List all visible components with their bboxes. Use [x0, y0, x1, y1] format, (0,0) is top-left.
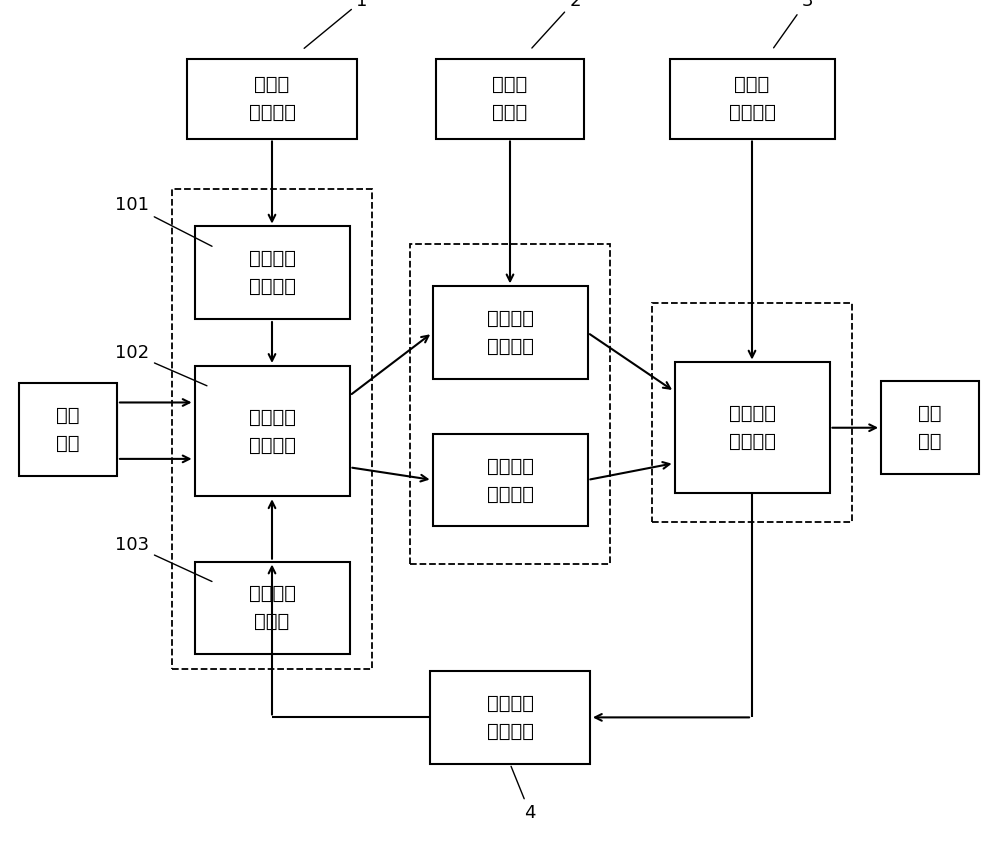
Bar — [436, 59, 584, 138]
Text: 检测
输出: 检测 输出 — [918, 404, 942, 451]
Text: 103: 103 — [115, 536, 212, 582]
Bar — [410, 244, 610, 564]
Text: 比例运算
放大电路: 比例运算 放大电路 — [486, 309, 534, 356]
Text: 3: 3 — [774, 0, 813, 48]
Text: 工作点设
置电路: 工作点设 置电路 — [248, 584, 296, 632]
Text: 增益控制
反馈电路: 增益控制 反馈电路 — [486, 694, 534, 741]
Bar — [432, 434, 588, 526]
Text: 2: 2 — [532, 0, 581, 48]
Bar — [652, 303, 852, 522]
Text: 比例运算
放大电路: 比例运算 放大电路 — [486, 456, 534, 504]
Bar — [430, 671, 590, 764]
Text: 微弱
电流: 微弱 电流 — [56, 406, 80, 453]
Text: 输入级
放大电路: 输入级 放大电路 — [248, 75, 296, 122]
Bar — [194, 226, 350, 319]
Text: 102: 102 — [115, 344, 207, 386]
Bar — [674, 362, 830, 493]
Bar — [194, 365, 350, 497]
Bar — [881, 381, 979, 474]
Text: 101: 101 — [115, 196, 212, 247]
Bar — [187, 59, 357, 138]
Bar — [670, 59, 834, 138]
Bar — [172, 189, 372, 669]
Bar — [194, 562, 350, 654]
Text: 对管差分
放大电路: 对管差分 放大电路 — [248, 408, 296, 455]
Bar — [432, 286, 588, 379]
Text: 差分运算
放大电路: 差分运算 放大电路 — [728, 404, 776, 451]
Text: 4: 4 — [511, 766, 536, 822]
Text: 漏极电流
调整电路: 漏极电流 调整电路 — [248, 249, 296, 296]
Text: 输出级
放大电路: 输出级 放大电路 — [728, 75, 776, 122]
Text: 1: 1 — [304, 0, 368, 48]
Text: 中级放
大电路: 中级放 大电路 — [492, 75, 528, 122]
Bar — [19, 383, 117, 476]
